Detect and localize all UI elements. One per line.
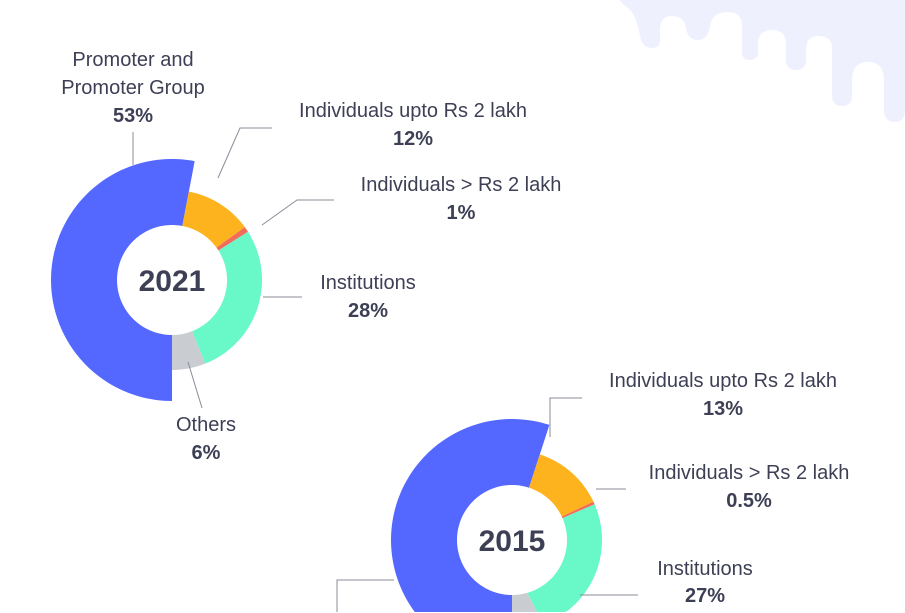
slice-institutions-2021 [192,231,262,364]
label-text: Others [175,414,237,436]
label-above2-2021: Individuals > Rs 2 lakh 1% [361,171,562,227]
slice-institutions-2015 [527,504,602,612]
label-value: 0.5% [726,490,772,512]
label-text: Individuals > Rs 2 lakh [648,462,850,484]
slice-promoter-2021 [51,159,195,401]
label-value: 12% [392,128,434,150]
leader-line-upto2-2015 [549,397,582,437]
label-upto2-2015: Individuals upto Rs 2 lakh 13% [609,367,837,423]
label-text: Individuals upto Rs 2 lakh [609,370,837,392]
label-upto2-2021: Individuals upto Rs 2 lakh 12% [299,97,527,153]
label-text: Individuals upto Rs 2 lakh [299,100,527,122]
label-promoter-2021: Promoter and Promoter Group 53% [61,46,204,130]
slice-promoter-2015 [391,419,550,612]
label-text: Promoter and [72,49,194,71]
leader-line-above2-2021 [261,199,334,226]
label-value: 53% [112,105,154,127]
label-text: Institutions [320,272,416,294]
background-splash [620,0,905,122]
slice-others-2015 [512,592,538,612]
year-label: 2021 [139,265,206,298]
leader-line-upto2-2021 [217,127,272,179]
slice-above2-2015 [561,501,595,519]
leader-lines [132,127,638,612]
slice-others-2021 [172,331,206,370]
label-above2-2015: Individuals > Rs 2 lakh 0.5% [649,459,850,515]
year-label: 2015 [479,525,546,558]
label-value: 27% [684,585,726,607]
label-text: Promoter Group [61,77,205,99]
label-value: 1% [446,202,476,224]
label-institutions-2021: Institutions 28% [320,269,416,325]
label-value: 6% [191,442,221,464]
slice-upto2-2015 [529,454,594,517]
label-value: 13% [702,398,744,420]
leader-line-promoter-2015 [336,579,394,612]
label-others-2021: Others 6% [176,411,236,467]
leader-line-others-2021 [187,361,203,409]
label-text: Individuals > Rs 2 lakh [360,174,562,196]
slice-upto2-2021 [182,191,245,248]
label-text: Institutions [657,558,753,580]
label-institutions-2015: Institutions 27% [657,556,753,610]
label-value: 28% [347,300,389,322]
slice-above2-2021 [216,227,248,251]
